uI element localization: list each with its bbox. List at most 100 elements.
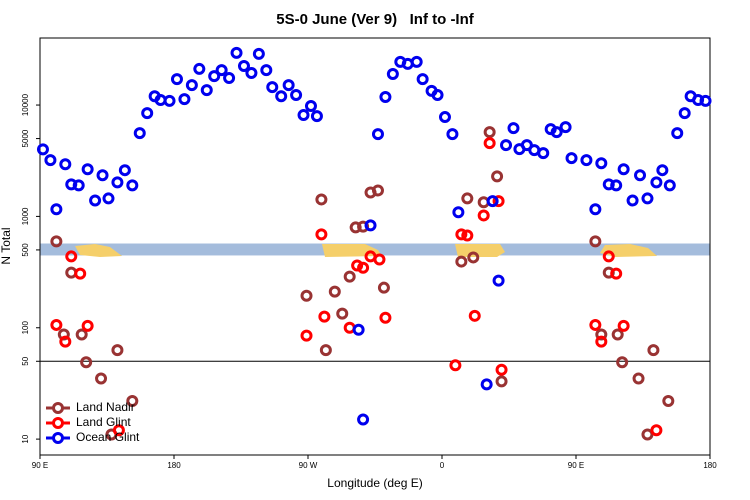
point: [266, 81, 279, 94]
point: [223, 71, 236, 84]
point: [57, 328, 70, 341]
point: [483, 126, 496, 139]
point: [617, 319, 630, 332]
point: [81, 163, 94, 176]
point: [589, 235, 602, 248]
point: [589, 318, 602, 331]
point: [72, 179, 85, 192]
y-tick-label: 5000: [21, 129, 30, 147]
point: [595, 157, 608, 170]
point: [89, 194, 102, 207]
y-tick-label: 1000: [21, 207, 30, 225]
point: [102, 192, 115, 205]
point: [634, 169, 647, 182]
point: [59, 158, 72, 171]
point: [304, 100, 317, 113]
point: [185, 79, 198, 92]
legend-label: Ocean Glint: [76, 430, 140, 444]
point: [455, 255, 468, 268]
land-shape: [600, 244, 657, 257]
point: [315, 228, 328, 241]
point: [647, 344, 660, 357]
point: [357, 413, 370, 426]
point: [230, 46, 243, 59]
legend-marker: [52, 432, 64, 444]
point: [319, 344, 332, 357]
point: [626, 194, 639, 207]
point: [595, 335, 608, 348]
point: [208, 70, 221, 83]
point: [318, 310, 331, 323]
point: [50, 318, 63, 331]
point: [486, 195, 499, 208]
point: [610, 267, 623, 280]
point: [580, 154, 593, 167]
point: [650, 176, 663, 189]
x-tick-label: 90 E: [568, 461, 584, 470]
point: [364, 219, 377, 232]
point: [96, 169, 109, 182]
point: [193, 62, 206, 75]
point: [461, 229, 474, 242]
point: [386, 68, 399, 81]
plot-frame: [39, 37, 711, 456]
chart-title: 5S-0 June (Ver 9) Inf to -Inf: [276, 11, 475, 28]
point: [200, 84, 213, 97]
point: [602, 250, 615, 263]
land-shapes: [75, 244, 657, 257]
point: [371, 128, 384, 141]
point: [379, 311, 392, 324]
point: [500, 139, 513, 152]
point: [282, 79, 295, 92]
point: [617, 163, 630, 176]
point: [416, 73, 429, 86]
point: [126, 179, 139, 192]
y-tick-label: 500: [21, 243, 30, 257]
point: [315, 193, 328, 206]
x-tick-label: 90 E: [32, 461, 48, 470]
point: [662, 394, 675, 407]
point: [589, 203, 602, 216]
point: [95, 372, 108, 385]
point: [477, 209, 490, 222]
plot-layer: 90 E 180 90 W 0 90 E 180 10 50 100 500 1000 5000 100…: [21, 37, 717, 470]
legend-marker: [52, 417, 64, 429]
point: [126, 394, 139, 407]
point: [260, 64, 273, 77]
point: [656, 164, 669, 177]
point: [252, 47, 265, 60]
point: [610, 179, 623, 192]
legend-label: Land Nadir: [76, 400, 135, 414]
point: [483, 137, 496, 150]
y-axis-label: N Total: [0, 227, 13, 264]
point: [495, 363, 508, 376]
point: [632, 372, 645, 385]
point: [44, 154, 57, 167]
land-shape: [455, 244, 505, 257]
point: [290, 89, 303, 102]
point: [74, 267, 87, 280]
point: [449, 359, 462, 372]
x-tick-label: 90 W: [299, 461, 318, 470]
point: [215, 64, 228, 77]
point: [80, 356, 93, 369]
y-tick-label: 50: [21, 356, 30, 365]
x-tick-label: 180: [703, 461, 717, 470]
point: [671, 127, 684, 140]
point: [446, 128, 459, 141]
point: [275, 90, 288, 103]
point: [133, 127, 146, 140]
legend-marker: [52, 402, 64, 414]
point: [611, 328, 624, 341]
point: [461, 192, 474, 205]
point: [379, 91, 392, 104]
point: [616, 356, 629, 369]
x-axis-label: Longitude (deg E): [327, 476, 422, 490]
point: [559, 121, 572, 134]
point: [112, 424, 125, 437]
point: [245, 66, 258, 79]
point: [492, 274, 505, 287]
x-tick-label: 0: [440, 461, 445, 470]
point: [495, 375, 508, 388]
point: [336, 307, 349, 320]
